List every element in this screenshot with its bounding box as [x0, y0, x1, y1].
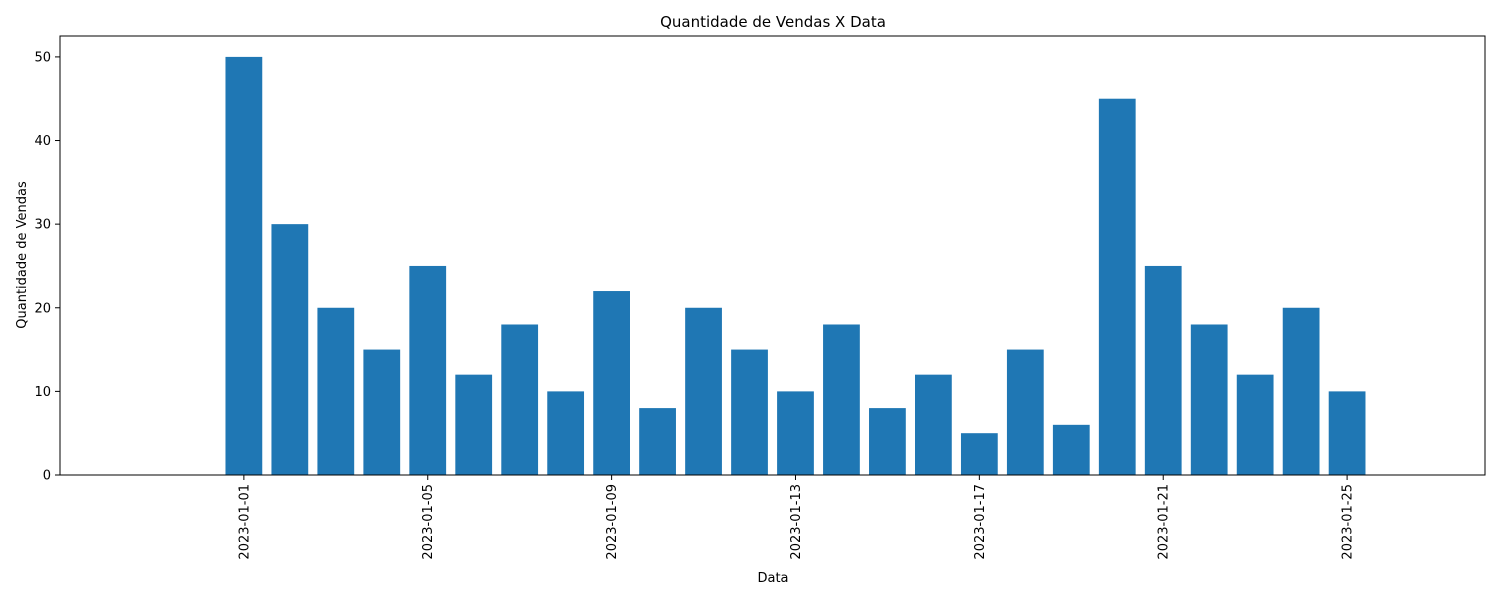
- x-tick-label-2023-01-17: 2023-01-17: [973, 484, 988, 560]
- bar-2023-01-12: [731, 349, 768, 475]
- y-tick-label-20: 20: [34, 301, 51, 316]
- bar-2023-01-11: [685, 307, 722, 475]
- x-tick-label-2023-01-05: 2023-01-05: [421, 484, 436, 560]
- bar-2023-01-19: [1052, 424, 1090, 475]
- y-tick-label-10: 10: [34, 385, 51, 400]
- bar-2023-01-09: [593, 291, 630, 475]
- bar-2023-01-01: [225, 56, 263, 476]
- bar-2023-01-06: [455, 374, 493, 475]
- x-tick-label-2023-01-21: 2023-01-21: [1157, 484, 1172, 560]
- plot-frame: [59, 35, 1486, 476]
- y-tick-label-30: 30: [34, 218, 51, 233]
- x-tick-label-2023-01-25: 2023-01-25: [1341, 484, 1356, 560]
- chart-title: Quantidade de Vendas X Data: [660, 13, 886, 31]
- y-tick-label-0: 0: [43, 469, 51, 484]
- y-tick-label-40: 40: [34, 134, 51, 149]
- x-axis: 2023-01-01 2023-01-05 2023-01-09 2023-01-13…: [237, 475, 1356, 560]
- bar-2023-01-07: [501, 324, 539, 475]
- bar-2023-01-02: [271, 224, 309, 475]
- bar-2023-01-24: [1282, 307, 1320, 475]
- x-axis-label: Data: [757, 571, 788, 586]
- y-axis: 0 10 20 30 40 50: [34, 50, 60, 484]
- bar-2023-01-20: [1098, 98, 1136, 476]
- bar-2023-01-16: [915, 374, 952, 475]
- x-tick-label-2023-01-13: 2023-01-13: [789, 484, 804, 560]
- bar-2023-01-17: [960, 433, 998, 475]
- bar-2023-01-14: [823, 324, 860, 475]
- bar-2023-01-05: [409, 265, 447, 475]
- x-tick-label-2023-01-01: 2023-01-01: [237, 484, 252, 560]
- bar-2023-01-10: [639, 408, 676, 475]
- bar-2023-01-03: [317, 307, 355, 475]
- y-tick-label-50: 50: [34, 50, 51, 65]
- bar-2023-01-13: [777, 391, 814, 475]
- bar-2023-01-23: [1236, 374, 1274, 475]
- bar-2023-01-21: [1144, 265, 1182, 475]
- y-axis-label: Quantidade de Vendas: [15, 181, 30, 329]
- bar-2023-01-08: [547, 391, 585, 475]
- x-tick-label-2023-01-09: 2023-01-09: [605, 484, 620, 560]
- bar-2023-01-25: [1328, 391, 1366, 475]
- bar-2023-01-04: [363, 349, 401, 475]
- bars-group: [225, 56, 1366, 476]
- bar-2023-01-15: [869, 408, 906, 475]
- bar-2023-01-18: [1006, 349, 1044, 475]
- bar-2023-01-22: [1190, 324, 1228, 475]
